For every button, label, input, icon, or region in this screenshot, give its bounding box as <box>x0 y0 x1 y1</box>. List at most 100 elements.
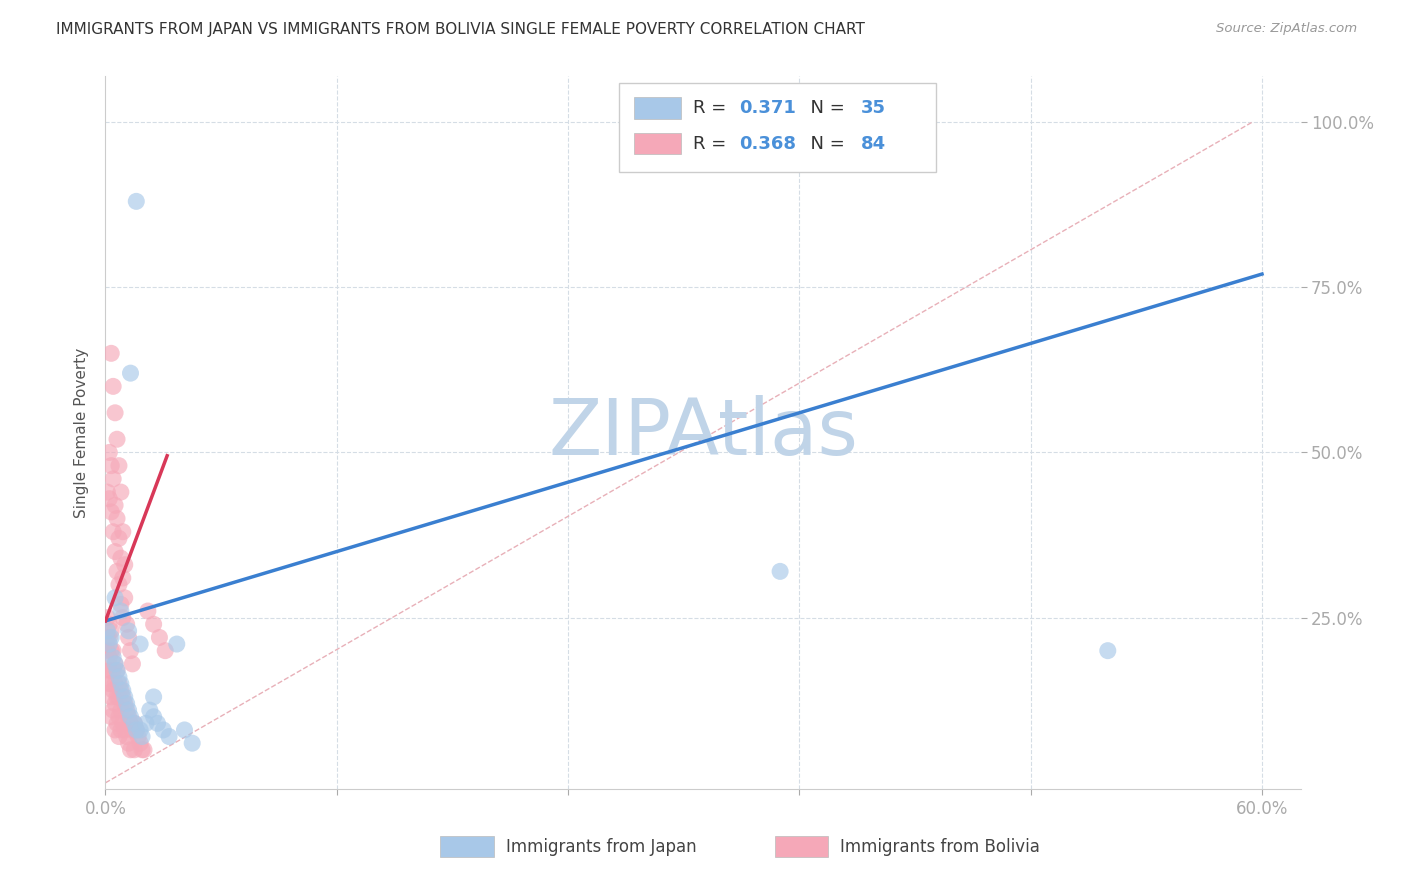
Point <box>104 723 127 737</box>
Point <box>104 544 127 558</box>
Point <box>139 703 162 717</box>
Point <box>108 532 131 546</box>
Point <box>108 710 131 724</box>
Text: 0.368: 0.368 <box>740 135 796 153</box>
Point <box>131 730 153 744</box>
Point <box>148 631 170 645</box>
Point <box>104 697 127 711</box>
Point <box>98 664 121 678</box>
Point <box>104 591 127 605</box>
Point <box>100 631 122 645</box>
Point <box>105 716 128 731</box>
Point <box>114 690 136 704</box>
Point <box>117 703 139 717</box>
Point <box>135 716 157 731</box>
Point <box>110 598 132 612</box>
Point <box>100 643 122 657</box>
Text: Immigrants from Bolivia: Immigrants from Bolivia <box>841 838 1040 855</box>
Point <box>117 736 139 750</box>
Point <box>98 631 121 645</box>
Point <box>152 723 174 737</box>
Point <box>98 637 121 651</box>
Point <box>114 697 136 711</box>
Text: N =: N = <box>799 99 851 117</box>
Point <box>124 743 146 757</box>
Point <box>100 624 122 638</box>
Point <box>120 643 142 657</box>
Point <box>110 703 132 717</box>
Point <box>129 736 152 750</box>
Point <box>98 676 121 690</box>
Point <box>120 710 142 724</box>
Point <box>157 730 180 744</box>
Point <box>120 366 142 380</box>
Text: R =: R = <box>693 135 733 153</box>
Point <box>117 624 139 638</box>
Text: Source: ZipAtlas.com: Source: ZipAtlas.com <box>1216 22 1357 36</box>
Point <box>111 716 134 731</box>
Point <box>181 736 204 750</box>
Text: Immigrants from Japan: Immigrants from Japan <box>506 838 696 855</box>
Point <box>146 716 169 731</box>
Point <box>110 676 132 690</box>
Point <box>108 690 131 704</box>
Point <box>166 637 188 651</box>
Point <box>110 723 132 737</box>
Point <box>111 571 134 585</box>
Point <box>96 631 118 645</box>
Text: ZIPAtlas: ZIPAtlas <box>548 394 858 471</box>
Point <box>100 676 122 690</box>
Point <box>104 657 127 671</box>
Point <box>98 491 121 506</box>
Point <box>96 624 118 638</box>
Point <box>108 577 131 591</box>
Point <box>1097 643 1119 657</box>
Text: R =: R = <box>693 99 733 117</box>
Point <box>129 723 152 737</box>
Point <box>115 617 138 632</box>
Point <box>108 670 131 684</box>
FancyBboxPatch shape <box>440 836 494 857</box>
Point <box>101 703 124 717</box>
Point <box>104 498 127 512</box>
Point <box>115 730 138 744</box>
Point <box>105 664 128 678</box>
Point <box>100 346 122 360</box>
Point <box>110 485 132 500</box>
Point <box>111 690 134 704</box>
Point <box>96 610 118 624</box>
Text: N =: N = <box>799 135 851 153</box>
Point <box>121 723 143 737</box>
Point <box>121 657 143 671</box>
Point <box>114 558 136 572</box>
Text: 0.371: 0.371 <box>740 99 796 117</box>
Text: 35: 35 <box>860 99 886 117</box>
Point <box>114 723 136 737</box>
Point <box>104 406 127 420</box>
Point <box>96 485 118 500</box>
Point <box>100 458 122 473</box>
Point <box>136 604 159 618</box>
Point <box>105 664 128 678</box>
Point <box>101 650 124 665</box>
Point <box>129 637 152 651</box>
Point <box>105 511 128 525</box>
Point <box>101 664 124 678</box>
Point <box>100 505 122 519</box>
Point <box>110 683 132 698</box>
FancyBboxPatch shape <box>775 836 828 857</box>
Point <box>104 676 127 690</box>
Point <box>120 716 142 731</box>
Point <box>115 697 138 711</box>
Point <box>96 643 118 657</box>
Point <box>98 617 121 632</box>
Point <box>153 643 177 657</box>
Point <box>105 565 128 579</box>
Point <box>104 657 127 671</box>
Point <box>98 445 121 459</box>
Point <box>117 631 139 645</box>
Point <box>117 710 139 724</box>
FancyBboxPatch shape <box>634 133 682 154</box>
Point <box>100 664 122 678</box>
Point <box>101 472 124 486</box>
